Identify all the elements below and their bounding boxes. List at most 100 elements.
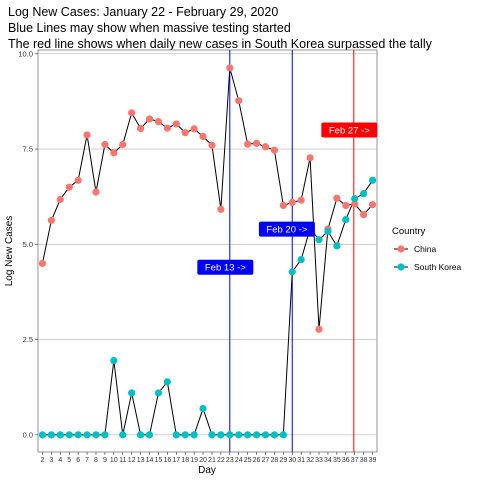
- data-point: [172, 120, 180, 128]
- x-tick-label: 31: [297, 457, 305, 464]
- data-point: [342, 215, 350, 224]
- data-point: [315, 325, 323, 333]
- y-tick-label: 5.0: [23, 240, 33, 249]
- data-point: [279, 431, 287, 439]
- data-point: [270, 431, 279, 439]
- y-tick-label: 10.0: [18, 49, 33, 58]
- x-tick-label: 23: [226, 457, 234, 464]
- data-point: [208, 431, 216, 439]
- x-tick-label: 16: [163, 457, 171, 464]
- data-point: [172, 431, 180, 439]
- x-tick-label: 34: [324, 457, 332, 464]
- data-point: [110, 356, 118, 365]
- data-point: [199, 404, 207, 413]
- data-point: [199, 132, 207, 141]
- data-point: [65, 431, 73, 439]
- title-line-3: The red line shows when daily new cases …: [8, 37, 433, 51]
- x-axis: 2 3 4 5 6 7 8 9 10 11 12 13 14 15 16 17 18 19 20 21 22 23 24 25…: [41, 452, 377, 464]
- x-tick-label: 18: [181, 457, 189, 464]
- x-tick-label: 21: [208, 457, 216, 464]
- data-point: [235, 431, 243, 439]
- x-tick-label: 6: [76, 457, 80, 464]
- data-point: [101, 140, 109, 149]
- x-tick-label: 29: [279, 457, 287, 464]
- x-tick-label: 15: [155, 457, 163, 464]
- annotation-label: Feb 27 ->: [321, 122, 378, 138]
- x-tick-label: 8: [94, 457, 98, 464]
- data-point: [333, 242, 341, 250]
- data-point: [244, 431, 252, 439]
- x-tick-label: 24: [235, 457, 243, 464]
- x-tick-label: 38: [360, 457, 368, 464]
- y-axis: 0.0 2.5 5.0 7.5 10.0: [18, 49, 38, 439]
- data-point: [208, 141, 216, 149]
- x-tick-label: 3: [49, 457, 53, 464]
- y-tick-label: 2.5: [23, 335, 33, 344]
- data-point: [368, 201, 377, 209]
- data-point: [261, 431, 270, 439]
- data-point: [351, 195, 359, 203]
- x-tick-label: 4: [58, 457, 62, 464]
- annotation-box: [258, 221, 315, 237]
- data-point: [56, 431, 64, 439]
- x-tick-label: 5: [67, 457, 71, 464]
- x-axis-title: Day: [198, 465, 216, 476]
- x-tick-label: 27: [262, 457, 270, 464]
- x-tick-label: 9: [103, 457, 107, 464]
- x-tick-label: 26: [253, 457, 261, 464]
- x-tick-label: 36: [342, 457, 350, 464]
- data-point: [154, 389, 163, 397]
- x-tick-label: 12: [128, 457, 136, 464]
- annotation-box: [321, 122, 378, 138]
- data-point: [181, 129, 189, 137]
- data-point: [315, 236, 323, 244]
- x-tick-label: 39: [369, 457, 377, 464]
- data-points: [38, 64, 377, 439]
- data-point: [83, 131, 91, 139]
- data-point: [226, 431, 234, 439]
- data-point: [351, 200, 359, 208]
- data-point: [38, 259, 47, 267]
- series-line: [41, 67, 373, 330]
- x-tick-label: 37: [351, 457, 359, 464]
- data-point: [119, 431, 127, 439]
- data-point: [288, 198, 296, 207]
- legend-title: Country: [392, 226, 426, 237]
- plot-panel: [37, 49, 378, 453]
- data-point: [74, 176, 82, 184]
- x-tick-label: 33: [315, 457, 323, 464]
- data-point: [110, 149, 118, 157]
- data-point: [342, 201, 350, 210]
- data-point: [154, 118, 163, 126]
- legend-entry: South Korea: [394, 262, 462, 272]
- title-line-2: Blue Lines may show when massive testing…: [8, 21, 291, 35]
- data-point: [297, 255, 305, 264]
- x-tick-label: 14: [146, 457, 154, 464]
- y-axis-title: Log New Cases: [4, 216, 15, 287]
- data-point: [306, 154, 314, 162]
- data-point: [235, 97, 243, 105]
- data-point: [38, 431, 47, 439]
- data-point: [217, 431, 225, 439]
- title-line-1: Log New Cases: January 22 - February 29,…: [8, 5, 278, 19]
- x-tick-label: 28: [271, 457, 279, 464]
- x-tick-label: 17: [172, 457, 180, 464]
- data-point: [181, 431, 189, 439]
- reference-lines: [229, 50, 355, 452]
- data-point: [145, 115, 154, 123]
- data-point: [163, 124, 171, 132]
- data-point: [101, 431, 109, 439]
- x-tick-label: 35: [333, 457, 341, 464]
- data-point: [92, 431, 100, 439]
- data-point: [163, 378, 171, 386]
- data-point: [190, 431, 198, 439]
- data-point: [65, 183, 73, 191]
- data-point: [279, 201, 287, 210]
- data-point: [333, 194, 341, 202]
- data-point: [145, 431, 154, 439]
- x-tick-label: 2: [41, 457, 45, 464]
- x-tick-label: 10: [110, 457, 118, 464]
- data-point: [136, 124, 145, 133]
